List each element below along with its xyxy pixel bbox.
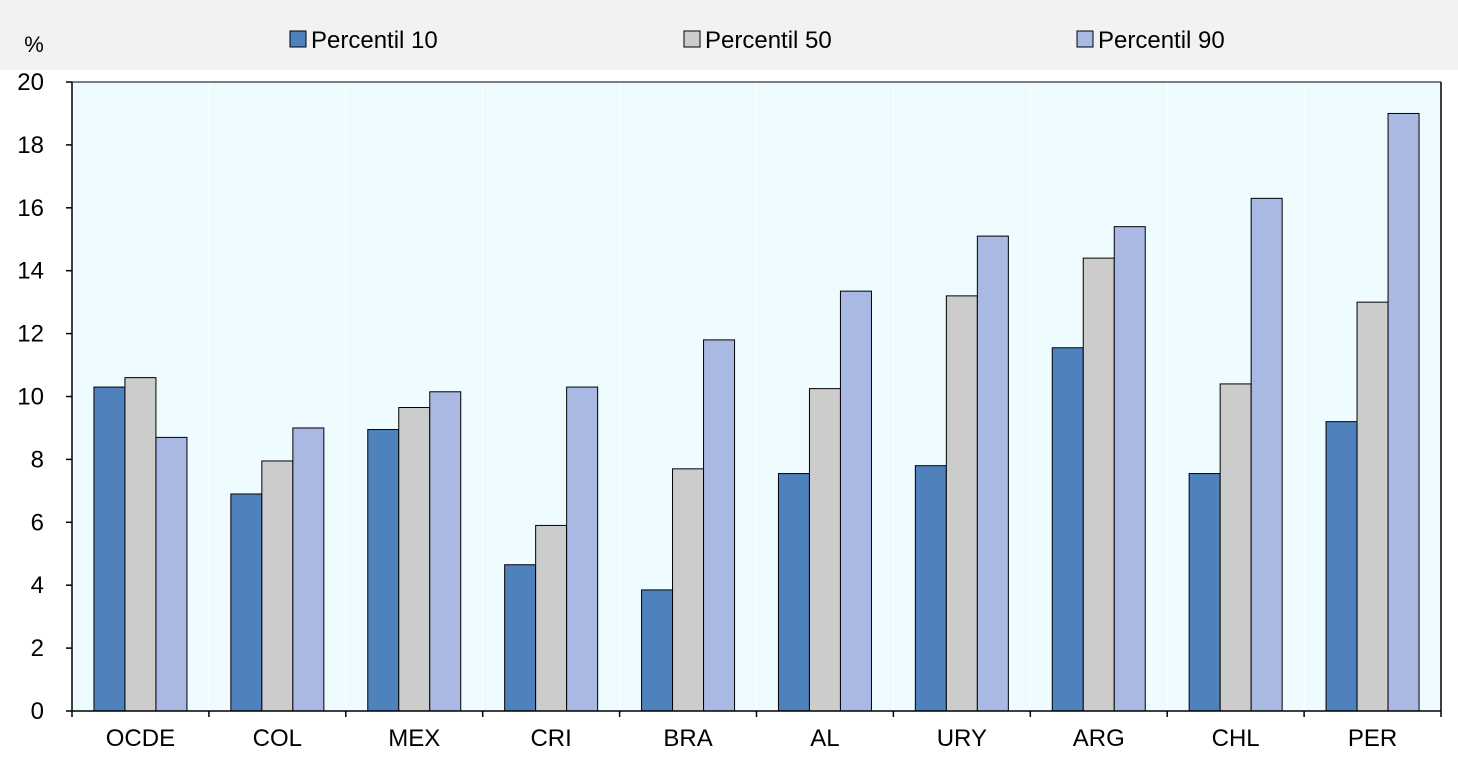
x-tick-label: ARG [1073,725,1125,752]
bar-chl-1 [1188,473,1221,712]
legend-label-2: Percentil 50 [705,27,832,54]
bar-ocde-1 [93,386,126,712]
x-tick-label: BRA [663,725,712,752]
y-tick-label: 12 [17,321,44,348]
x-tick-label: AL [810,725,839,752]
bar-ocde-2 [124,377,157,712]
y-tick-label: 6 [31,509,44,536]
legend-swatch-2 [683,30,701,48]
bars-group [93,112,1420,712]
bar-col-2 [261,460,294,712]
bar-cri-3 [566,386,599,712]
bar-per-1 [1325,421,1358,712]
bar-ocde-3 [155,436,188,712]
bar-arg-1 [1051,347,1084,712]
legend: Percentil 10 Percentil 50 Percentil 90 [289,27,1225,54]
y-tick-label: 4 [31,572,44,599]
bar-arg-2 [1082,257,1115,712]
y-tick-label: 18 [17,132,44,159]
x-tick-label: URY [937,725,987,752]
bar-chl-3 [1250,197,1283,712]
bar-bra-2 [672,468,705,712]
bar-per-3 [1387,112,1420,712]
bar-al-3 [839,290,872,712]
x-tick-label: COL [253,725,302,752]
bar-chl-2 [1219,383,1252,712]
bar-col-3 [292,427,325,712]
y-tick-label: 0 [31,698,44,725]
bar-mex-2 [398,407,431,712]
bar-ury-1 [914,465,947,712]
bar-cri-1 [504,564,537,712]
x-tick-label: MEX [388,725,440,752]
x-tick-label: CHL [1212,725,1260,752]
bar-ury-3 [976,235,1009,712]
bar-mex-1 [367,429,400,712]
vertical-gridlines [208,82,1305,711]
axes-group: OCDE COL MEX CRI BRA AL URY ARG CHL PER 0 2 4 6 8 10 12 1… [17,69,1442,752]
legend-band [0,0,1458,70]
bar-ury-2 [945,295,978,712]
legend-label-1: Percentil 10 [311,27,438,54]
bar-per-2 [1356,301,1389,712]
y-tick-label: 14 [17,258,44,285]
bar-col-1 [230,493,263,712]
legend-label-3: Percentil 90 [1098,27,1225,54]
bar-al-1 [777,473,810,712]
x-tick-label: OCDE [106,725,175,752]
bar-mex-3 [429,391,462,712]
bar-bra-1 [641,589,674,712]
y-tick-label: 16 [17,195,44,222]
bar-arg-3 [1113,226,1146,712]
y-tick-label: 20 [17,69,44,96]
legend-swatch-1 [289,30,307,48]
x-tick-label: PER [1348,725,1397,752]
y-tick-label: 2 [31,635,44,662]
legend-swatch-3 [1076,30,1094,48]
x-tick-label: CRI [530,725,571,752]
y-axis-unit-label: % [24,32,44,57]
bar-cri-2 [535,524,568,712]
bar-bra-3 [703,339,736,712]
y-tick-label: 8 [31,446,44,473]
y-tick-label: 10 [17,384,44,411]
bar-al-2 [808,388,841,712]
